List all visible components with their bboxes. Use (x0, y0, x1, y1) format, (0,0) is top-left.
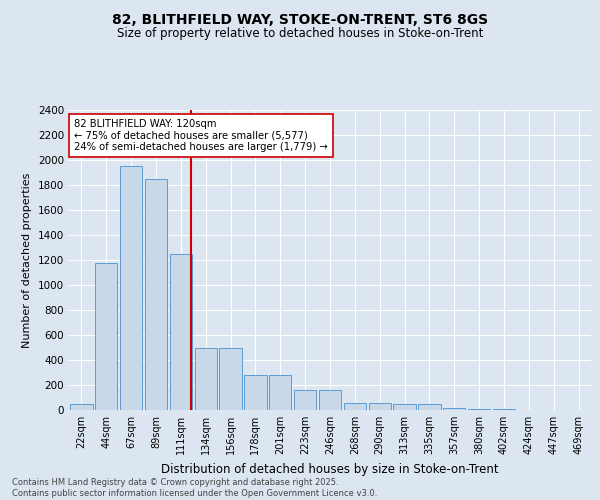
Bar (443, 408, 466, 410)
Text: 82, BLITHFIELD WAY, STOKE-ON-TRENT, ST6 8GS: 82, BLITHFIELD WAY, STOKE-ON-TRENT, ST6 … (112, 12, 488, 26)
Text: Size of property relative to detached houses in Stoke-on-Trent: Size of property relative to detached ho… (117, 28, 483, 40)
Bar (269, 375, 292, 410)
Bar (344, 402, 366, 410)
Bar (244, 375, 266, 410)
Bar (194, 348, 217, 410)
Bar (95, 263, 118, 410)
Bar (220, 348, 242, 410)
Bar (70, 404, 92, 410)
Y-axis label: Number of detached properties: Number of detached properties (22, 172, 32, 348)
Bar (170, 254, 192, 410)
Text: 82 BLITHFIELD WAY: 120sqm
← 75% of detached houses are smaller (5,577)
24% of se: 82 BLITHFIELD WAY: 120sqm ← 75% of detac… (74, 119, 328, 152)
Bar (468, 409, 490, 410)
Bar (368, 402, 391, 410)
Bar (145, 179, 167, 410)
Bar (294, 390, 316, 410)
Bar (120, 166, 142, 410)
Bar (418, 404, 440, 410)
Bar (394, 404, 416, 410)
X-axis label: Distribution of detached houses by size in Stoke-on-Trent: Distribution of detached houses by size … (161, 462, 499, 475)
Bar (319, 390, 341, 410)
Text: Contains HM Land Registry data © Crown copyright and database right 2025.
Contai: Contains HM Land Registry data © Crown c… (12, 478, 377, 498)
